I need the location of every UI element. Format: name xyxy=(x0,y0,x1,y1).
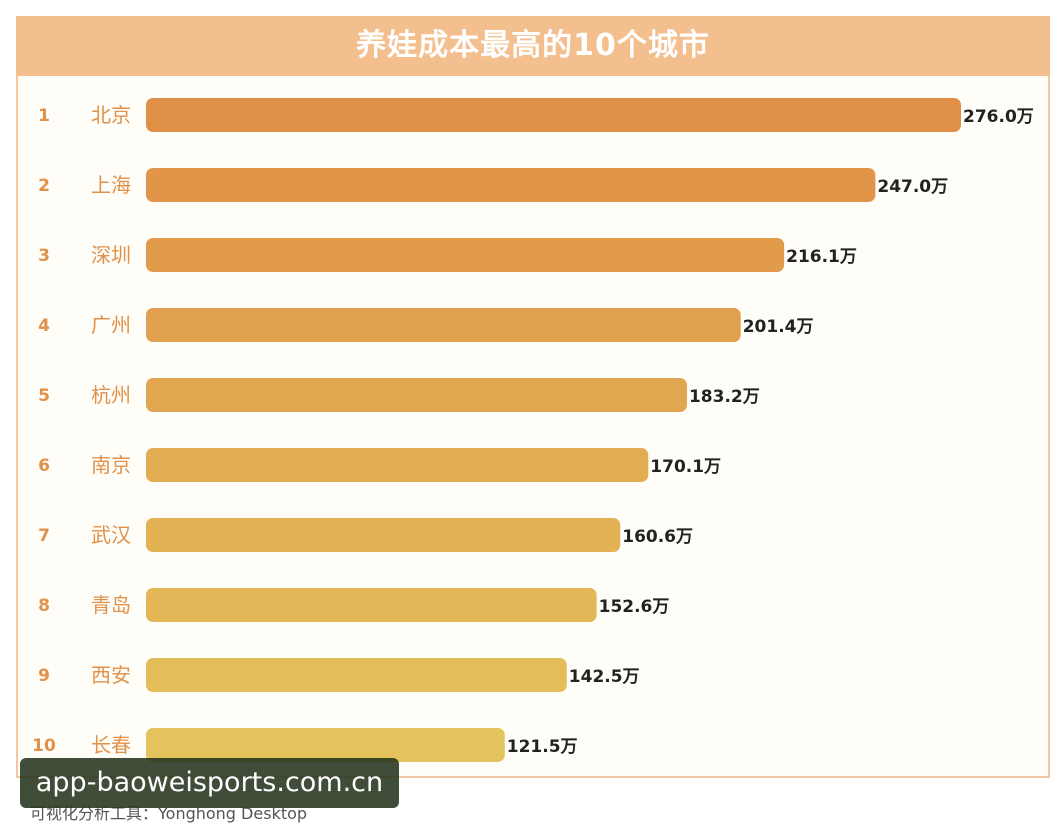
value-label: 183.2万 xyxy=(689,387,760,407)
bar xyxy=(146,658,567,692)
rank-label: 3 xyxy=(38,246,50,266)
city-label: 深圳 xyxy=(91,243,131,267)
city-label: 长春 xyxy=(91,733,131,757)
city-label: 杭州 xyxy=(91,383,131,407)
bar xyxy=(146,98,961,132)
value-label: 160.6万 xyxy=(622,527,693,547)
bar xyxy=(146,378,687,412)
value-label: 170.1万 xyxy=(650,457,721,477)
bar xyxy=(146,728,505,762)
bar xyxy=(146,238,785,272)
tool-note: 可视化分析工具：Yonghong Desktop xyxy=(30,804,308,823)
rank-label: 9 xyxy=(38,666,50,686)
value-label: 247.0万 xyxy=(877,177,948,197)
watermark-badge: app-baoweisports.com.cn xyxy=(20,758,399,808)
city-label: 广州 xyxy=(91,313,131,337)
value-label: 216.1万 xyxy=(786,247,857,267)
value-label: 276.0万 xyxy=(963,107,1034,127)
rank-label: 8 xyxy=(38,596,50,616)
bar xyxy=(146,518,621,552)
city-label: 青岛 xyxy=(91,593,131,617)
title-bar xyxy=(16,16,1050,76)
city-label: 北京 xyxy=(91,103,131,127)
rank-label: 5 xyxy=(38,386,50,406)
rank-label: 2 xyxy=(38,176,50,196)
city-label: 武汉 xyxy=(91,523,131,547)
chart-title: 养娃成本最高的10个城市 xyxy=(356,28,710,63)
bar xyxy=(146,168,876,202)
rank-label: 6 xyxy=(38,456,50,476)
bar xyxy=(146,588,597,622)
rank-label: 7 xyxy=(38,526,50,546)
rank-label: 1 xyxy=(38,106,50,126)
rank-label: 10 xyxy=(32,736,56,756)
city-label: 南京 xyxy=(91,453,131,477)
value-label: 142.5万 xyxy=(569,667,640,687)
value-label: 152.6万 xyxy=(599,597,670,617)
rank-label: 4 xyxy=(38,316,50,336)
bar xyxy=(146,308,741,342)
bar xyxy=(146,448,649,482)
value-label: 201.4万 xyxy=(743,317,814,337)
value-label: 121.5万 xyxy=(507,737,578,757)
city-label: 西安 xyxy=(91,663,131,687)
city-label: 上海 xyxy=(91,173,131,197)
